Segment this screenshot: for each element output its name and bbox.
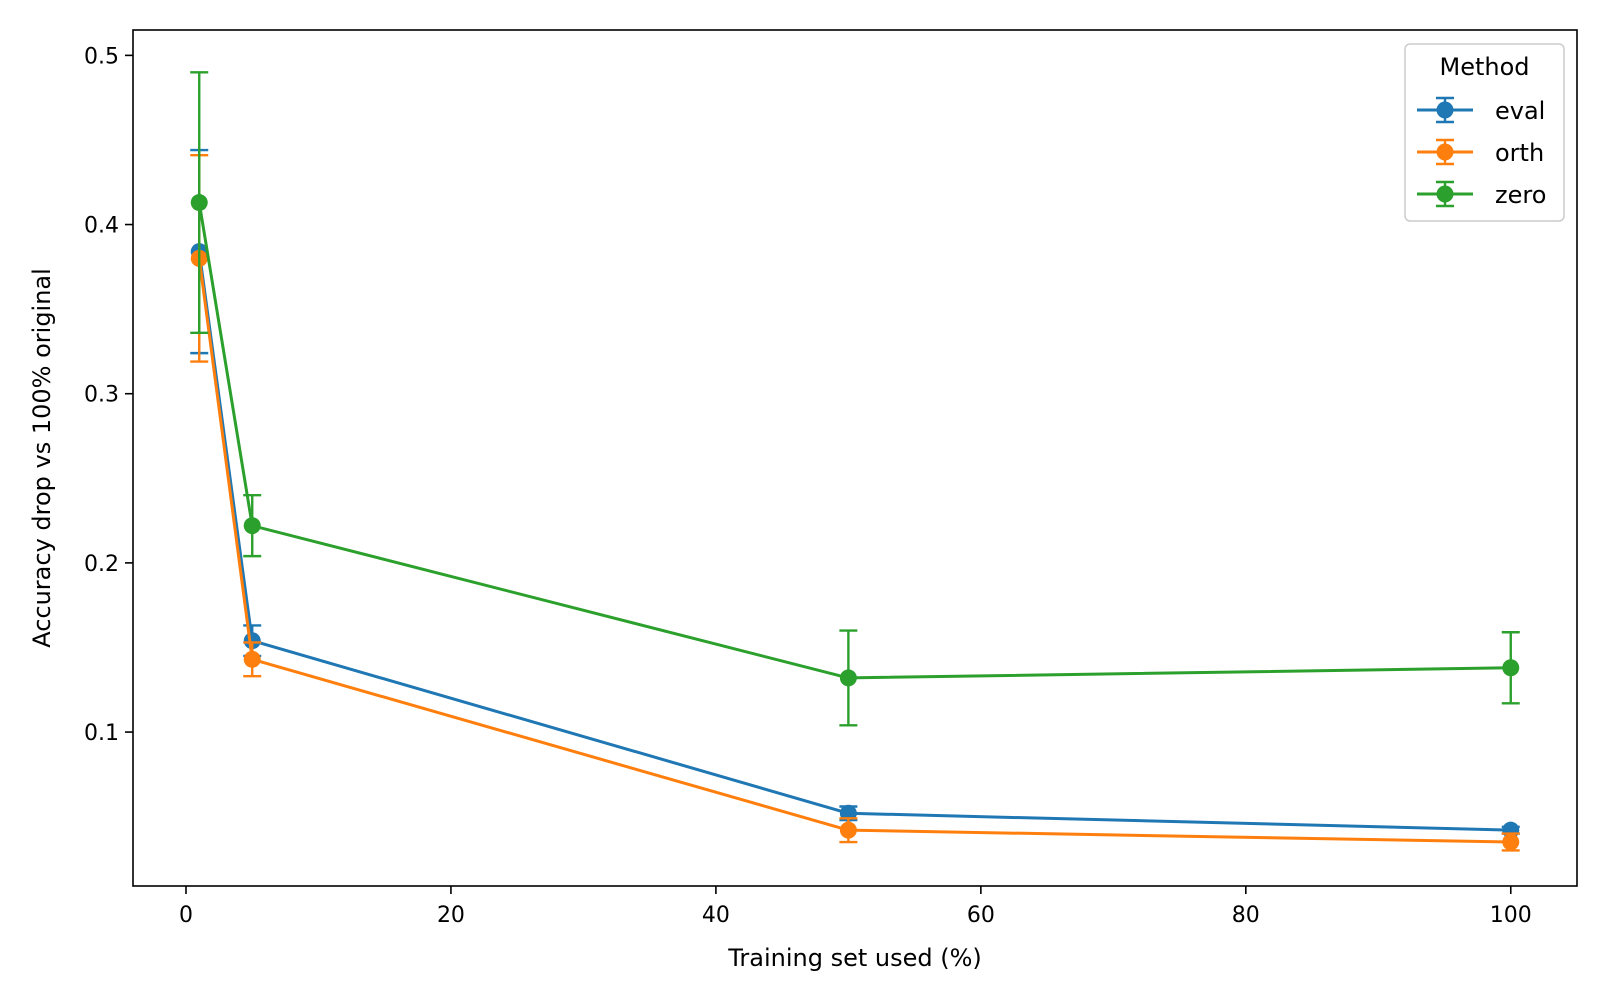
x-tick-label: 40 [702,903,730,928]
y-axis: 0.1 0.2 0.3 0.4 0.5 [84,44,133,746]
legend-marker-swatch [1436,143,1454,161]
legend-marker-swatch [1436,185,1454,203]
legend-label: zero [1495,181,1546,209]
series-zero [190,71,1520,727]
series-layer [190,71,1520,852]
data-point [1502,659,1520,677]
legend: Method eval orth zero [1404,43,1565,222]
y-tick-label: 0.4 [84,214,119,239]
legend-entry-orth: orth [1417,138,1544,167]
series-line-orth [197,258,1511,844]
legend-box [1404,43,1565,222]
data-point [243,650,261,668]
x-tick-label: 80 [1232,903,1260,928]
data-point [839,821,857,839]
y-tick-label: 0.1 [84,721,119,746]
legend-entry-eval: eval [1417,96,1545,125]
series-line-zero [197,202,1511,680]
data-point [190,194,208,212]
x-tick-label: 60 [967,903,995,928]
legend-marker-swatch [1436,101,1454,119]
y-tick-label: 0.2 [84,552,119,577]
y-tick-label: 0.5 [84,44,119,69]
x-axis-label: Training set used (%) [727,944,982,972]
legend-entry-zero: zero [1417,180,1546,209]
data-point [243,517,261,535]
series-eval [190,148,1520,839]
y-axis-label: Accuracy drop vs 100% original [28,268,56,648]
y-tick-label: 0.3 [84,383,119,408]
x-tick-label: 100 [1490,903,1532,928]
x-tick-label: 0 [179,903,193,928]
data-point [839,669,857,687]
legend-label: eval [1495,97,1545,125]
legend-entries: eval orth zero [1417,96,1546,209]
legend-title: Method [1439,53,1529,81]
series-orth [190,153,1520,852]
legend-label: orth [1495,139,1544,167]
x-tick-label: 20 [437,903,465,928]
plot-frame [132,29,1578,887]
x-axis: 0 20 40 60 80 100 [179,886,1532,928]
data-point [1502,833,1520,851]
series-line-eval [197,251,1511,832]
